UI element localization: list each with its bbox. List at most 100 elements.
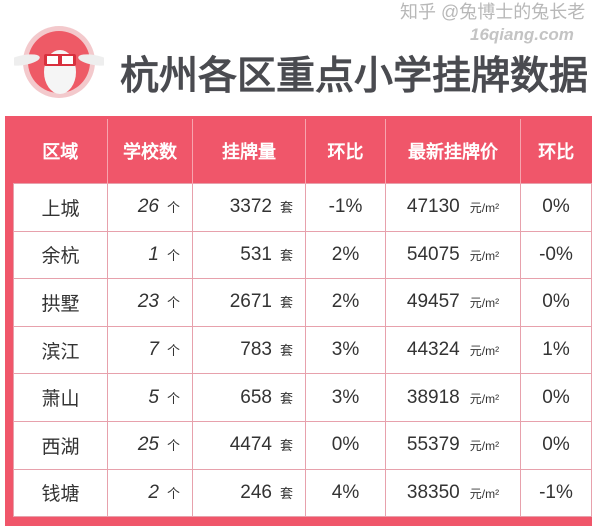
column-header: 环比 — [520, 119, 592, 184]
price-unit: 元/m² — [469, 486, 500, 501]
price-mom-cell: 0% — [520, 373, 592, 422]
price-mom-cell: -0% — [520, 230, 592, 280]
page-title: 杭州各区重点小学挂牌数据 — [120, 55, 589, 98]
column-header: 学校数 — [107, 119, 193, 184]
price-unit: 元/m² — [469, 439, 500, 454]
price-value: 47130 — [406, 196, 460, 218]
listings-cell: 3372 套 — [192, 183, 306, 232]
schools-cell: 26 个 — [107, 183, 193, 232]
column-header: 挂牌量 — [192, 119, 306, 184]
listings-cell: 246 套 — [192, 468, 306, 518]
listing-unit: 套 — [279, 390, 293, 406]
schools-value: 1 — [148, 243, 159, 265]
table-row: 拱墅 23 个 2671 套 2% 49457 元/m² 0% — [13, 278, 592, 327]
listings-mom-cell: 4% — [305, 468, 386, 518]
price-mom-cell: 0% — [520, 420, 592, 470]
listings-cell: 658 套 — [192, 373, 306, 422]
price-unit: 元/m² — [469, 296, 500, 311]
listings-value: 783 — [240, 339, 272, 361]
district-cell: 西湖 — [13, 420, 108, 470]
school-listing-table: 区域 学校数 挂牌量 环比 最新挂牌价 环比 上城 26 个 3372 套 -1% 47130 元/m²… — [13, 119, 592, 518]
table-header-row: 区域 学校数 挂牌量 环比 最新挂牌价 环比 — [13, 119, 592, 184]
count-unit: 个 — [166, 295, 180, 311]
listings-mom-cell: -1% — [305, 183, 386, 232]
column-header: 最新挂牌价 — [385, 119, 521, 184]
listings-value: 3372 — [229, 196, 272, 218]
schools-value: 2 — [148, 481, 159, 503]
price-cell: 38918 元/m² — [385, 373, 521, 422]
price-unit: 元/m² — [469, 201, 500, 216]
price-value: 38918 — [406, 386, 460, 408]
listing-unit: 套 — [279, 485, 293, 501]
schools-value: 7 — [148, 339, 159, 361]
price-cell: 55379 元/m² — [385, 420, 521, 470]
schools-value: 5 — [148, 386, 159, 408]
price-mom-cell: 0% — [520, 278, 592, 327]
district-cell: 上城 — [13, 183, 108, 232]
schools-value: 25 — [137, 434, 159, 456]
count-unit: 个 — [166, 343, 180, 359]
schools-value: 26 — [137, 196, 159, 218]
listings-mom-cell: 3% — [305, 373, 386, 422]
table-row: 上城 26 个 3372 套 -1% 47130 元/m² 0% — [13, 183, 592, 232]
listing-unit: 套 — [279, 295, 293, 311]
header: 杭州各区重点小学挂牌数据 — [0, 0, 600, 115]
price-unit: 元/m² — [469, 344, 500, 359]
count-unit: 个 — [166, 200, 180, 216]
price-value: 55379 — [406, 434, 460, 456]
listings-value: 4474 — [229, 434, 272, 456]
price-value: 49457 — [406, 291, 460, 313]
listing-unit: 套 — [279, 343, 293, 359]
listing-unit: 套 — [279, 200, 293, 216]
count-unit: 个 — [166, 485, 180, 501]
price-value: 54075 — [406, 243, 460, 265]
count-unit: 个 — [166, 438, 180, 454]
column-header: 区域 — [13, 119, 108, 184]
district-cell: 钱塘 — [13, 468, 108, 518]
count-unit: 个 — [166, 390, 180, 406]
district-cell: 拱墅 — [13, 278, 108, 327]
listings-value: 2671 — [229, 291, 272, 313]
listings-value: 531 — [240, 243, 272, 265]
table-row: 西湖 25 个 4474 套 0% 55379 元/m² 0% — [13, 420, 592, 470]
table-row: 钱塘 2 个 246 套 4% 38350 元/m² -1% — [13, 468, 592, 518]
count-unit: 个 — [166, 247, 180, 263]
table-row: 滨江 7 个 783 套 3% 44324 元/m² 1% — [13, 325, 592, 375]
district-cell: 滨江 — [13, 325, 108, 375]
listings-mom-cell: 3% — [305, 325, 386, 375]
price-cell: 54075 元/m² — [385, 230, 521, 280]
price-unit: 元/m² — [469, 248, 500, 263]
listings-mom-cell: 2% — [305, 278, 386, 327]
schools-cell: 23 个 — [107, 278, 193, 327]
price-mom-cell: 0% — [520, 183, 592, 232]
rabbit-logo-icon — [14, 26, 104, 98]
listing-unit: 套 — [279, 247, 293, 263]
table-row: 萧山 5 个 658 套 3% 38918 元/m² 0% — [13, 373, 592, 422]
listings-cell: 4474 套 — [192, 420, 306, 470]
schools-value: 23 — [137, 291, 159, 313]
listing-unit: 套 — [279, 438, 293, 454]
listings-value: 658 — [240, 386, 272, 408]
price-cell: 47130 元/m² — [385, 183, 521, 232]
table-row: 余杭 1 个 531 套 2% 54075 元/m² -0% — [13, 230, 592, 280]
district-cell: 萧山 — [13, 373, 108, 422]
price-mom-cell: -1% — [520, 468, 592, 518]
listings-mom-cell: 0% — [305, 420, 386, 470]
schools-cell: 25 个 — [107, 420, 193, 470]
watermark-site: 16qiang.com — [470, 25, 574, 44]
price-value: 44324 — [406, 339, 460, 361]
listings-mom-cell: 2% — [305, 230, 386, 280]
listings-cell: 783 套 — [192, 325, 306, 375]
column-header: 环比 — [305, 119, 386, 184]
listings-value: 246 — [240, 481, 272, 503]
listings-cell: 531 套 — [192, 230, 306, 280]
watermark-zhihu: 知乎 @兔博士的兔长老 — [400, 2, 586, 22]
price-mom-cell: 1% — [520, 325, 592, 375]
price-cell: 49457 元/m² — [385, 278, 521, 327]
price-cell: 44324 元/m² — [385, 325, 521, 375]
price-value: 38350 — [406, 481, 460, 503]
